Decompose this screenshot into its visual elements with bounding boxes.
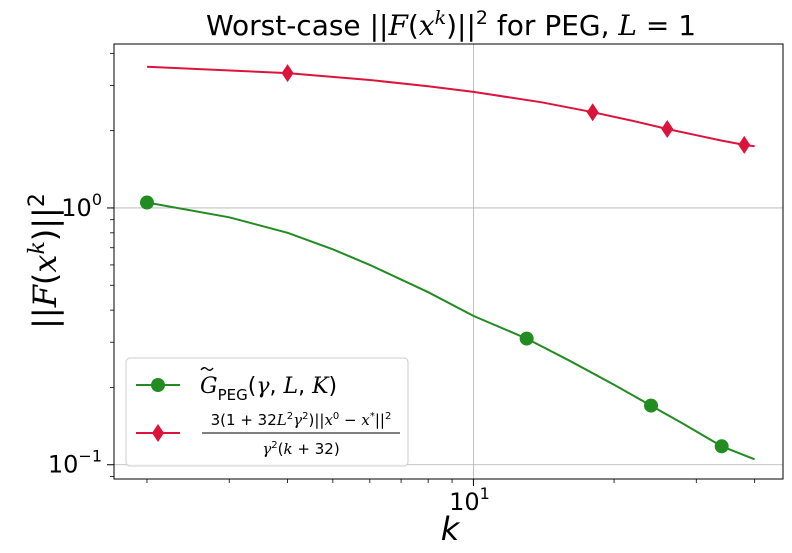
y-axis-label: ||F(xk)||2 [25, 193, 64, 329]
series-point-diamond [738, 135, 751, 154]
legend-label-red-denominator: γ2(k + 32) [262, 440, 339, 458]
legend-marker-red [152, 424, 164, 442]
y-tick-label: 100 [61, 190, 102, 222]
legend-marker-green [151, 378, 165, 392]
series-point-circle [519, 331, 534, 346]
series-point-circle [644, 398, 659, 413]
tilde-mark [200, 367, 214, 371]
series-line-1 [146, 65, 755, 148]
legend-label-red-numerator: 3(1 + 32L2γ2)||x0 − x*||2 [211, 411, 392, 429]
tick-layer: 101 100 10−1 [48, 52, 756, 516]
series-point-diamond [281, 64, 294, 83]
chart-title: Worst-case ||F(xk)||2 for PEG, L = 1 [206, 7, 696, 42]
x-tick-label: 101 [449, 484, 490, 516]
series-line-0 [146, 201, 755, 461]
x-axis-label: k [441, 510, 461, 548]
legend-box [125, 357, 409, 467]
plot-frame [113, 43, 784, 480]
series-point-diamond [586, 103, 599, 122]
series-point-circle [139, 195, 154, 210]
legend-label-green: GPEG(γ, L, K) [200, 374, 337, 404]
series-point-diamond [661, 119, 674, 138]
y-tick-label: 10−1 [48, 447, 102, 479]
series-layer [139, 64, 755, 461]
legend: GPEG(γ, L, K) 3(1 + 32L2γ2)||x0 − x*||2 … [125, 357, 409, 467]
series-point-circle [714, 439, 729, 454]
